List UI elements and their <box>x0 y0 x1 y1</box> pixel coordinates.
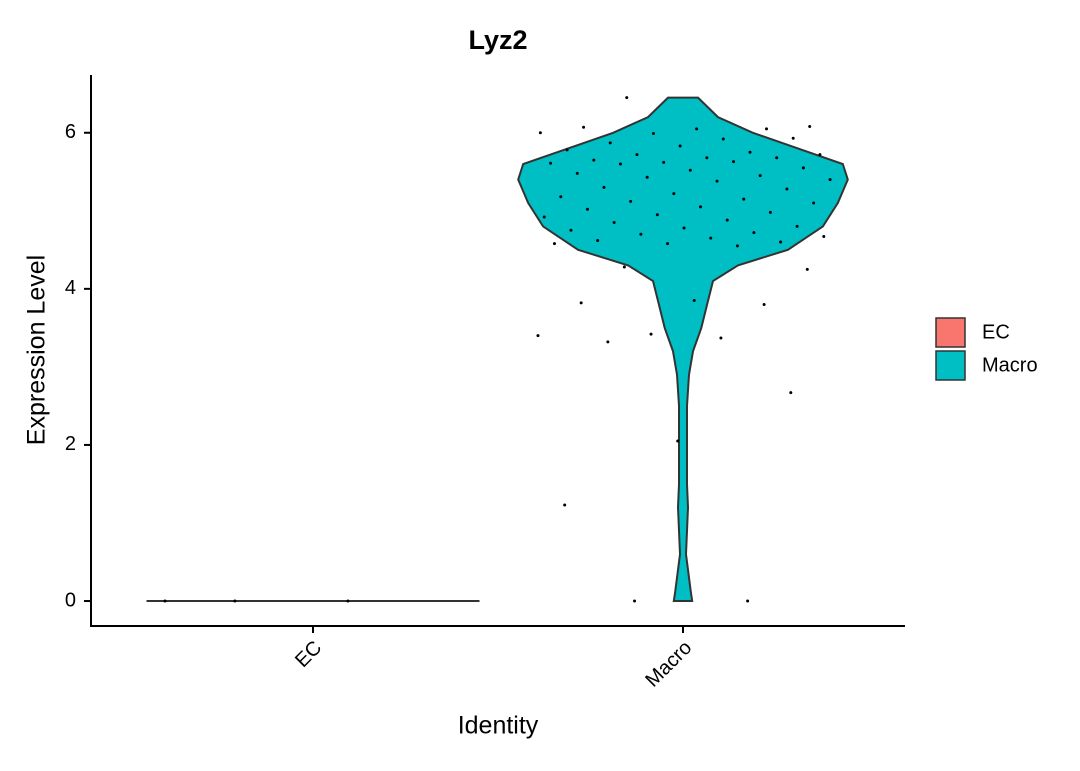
data-point <box>725 218 729 222</box>
data-point <box>569 228 573 232</box>
data-point <box>732 160 736 164</box>
data-point <box>758 174 762 178</box>
data-point <box>768 210 772 214</box>
data-point <box>662 160 666 164</box>
data-point <box>645 175 649 179</box>
data-point <box>795 224 799 228</box>
legend-label: Macro <box>982 354 1038 376</box>
x-axis-label: Identity <box>458 712 539 740</box>
data-point <box>629 199 633 203</box>
data-point <box>538 131 542 135</box>
violin <box>517 96 849 602</box>
data-point <box>715 179 719 183</box>
data-point <box>608 141 612 145</box>
data-point <box>678 144 682 148</box>
data-point <box>735 244 739 248</box>
data-point <box>746 599 750 603</box>
data-point <box>709 236 713 240</box>
data-point <box>695 127 699 131</box>
data-point <box>705 156 709 160</box>
data-point <box>785 187 789 191</box>
data-point <box>612 221 616 225</box>
data-point <box>536 334 540 338</box>
data-point <box>828 178 832 182</box>
data-point <box>606 340 610 344</box>
data-point <box>559 195 563 199</box>
data-point <box>655 213 659 217</box>
data-point <box>692 299 696 303</box>
data-point <box>585 207 589 211</box>
chart-title: Lyz2 <box>468 25 527 55</box>
data-point <box>233 599 237 603</box>
data-point <box>592 158 596 162</box>
data-point <box>346 599 350 603</box>
data-point <box>775 156 779 160</box>
data-point <box>618 162 622 166</box>
legend-label: EC <box>982 321 1010 343</box>
data-point <box>791 136 795 140</box>
data-point <box>552 242 556 246</box>
data-point <box>635 153 639 157</box>
data-point <box>765 127 769 131</box>
legend-key <box>935 350 966 381</box>
legend-key <box>935 317 966 348</box>
data-point <box>649 332 653 336</box>
data-point <box>672 192 676 196</box>
data-point <box>651 132 655 136</box>
data-point <box>602 185 606 189</box>
data-point <box>688 168 692 172</box>
data-point <box>719 336 723 340</box>
data-point <box>682 226 686 230</box>
x-tick-label: EC <box>291 637 326 672</box>
data-point <box>805 267 809 271</box>
data-point <box>699 205 703 209</box>
data-point <box>639 232 643 236</box>
data-point <box>163 599 167 603</box>
data-point <box>563 503 567 507</box>
x-tick-label: Macro <box>641 637 696 692</box>
data-point <box>565 148 569 152</box>
data-point <box>762 302 766 306</box>
data-point <box>542 215 546 219</box>
data-point <box>676 439 680 443</box>
data-point <box>748 150 752 154</box>
y-tick-label: 6 <box>65 121 76 143</box>
data-point <box>596 238 600 242</box>
data-point <box>742 197 746 201</box>
data-point <box>789 391 793 395</box>
data-point <box>582 125 586 129</box>
data-point <box>721 137 725 141</box>
data-point <box>549 161 553 165</box>
y-tick-label: 0 <box>65 589 76 611</box>
data-point <box>633 599 637 603</box>
data-point <box>818 153 822 157</box>
data-point <box>822 235 826 239</box>
data-point <box>625 96 629 100</box>
data-point <box>812 201 816 205</box>
data-point <box>801 166 805 170</box>
data-point <box>752 231 756 235</box>
data-point <box>779 240 783 244</box>
y-axis-label: Expression Level <box>23 255 51 445</box>
data-point <box>808 125 812 129</box>
data-point <box>622 265 626 269</box>
data-point <box>575 171 579 175</box>
y-tick-label: 4 <box>65 277 76 299</box>
y-tick-label: 2 <box>65 433 76 455</box>
data-point <box>579 301 583 305</box>
data-point <box>666 242 670 246</box>
